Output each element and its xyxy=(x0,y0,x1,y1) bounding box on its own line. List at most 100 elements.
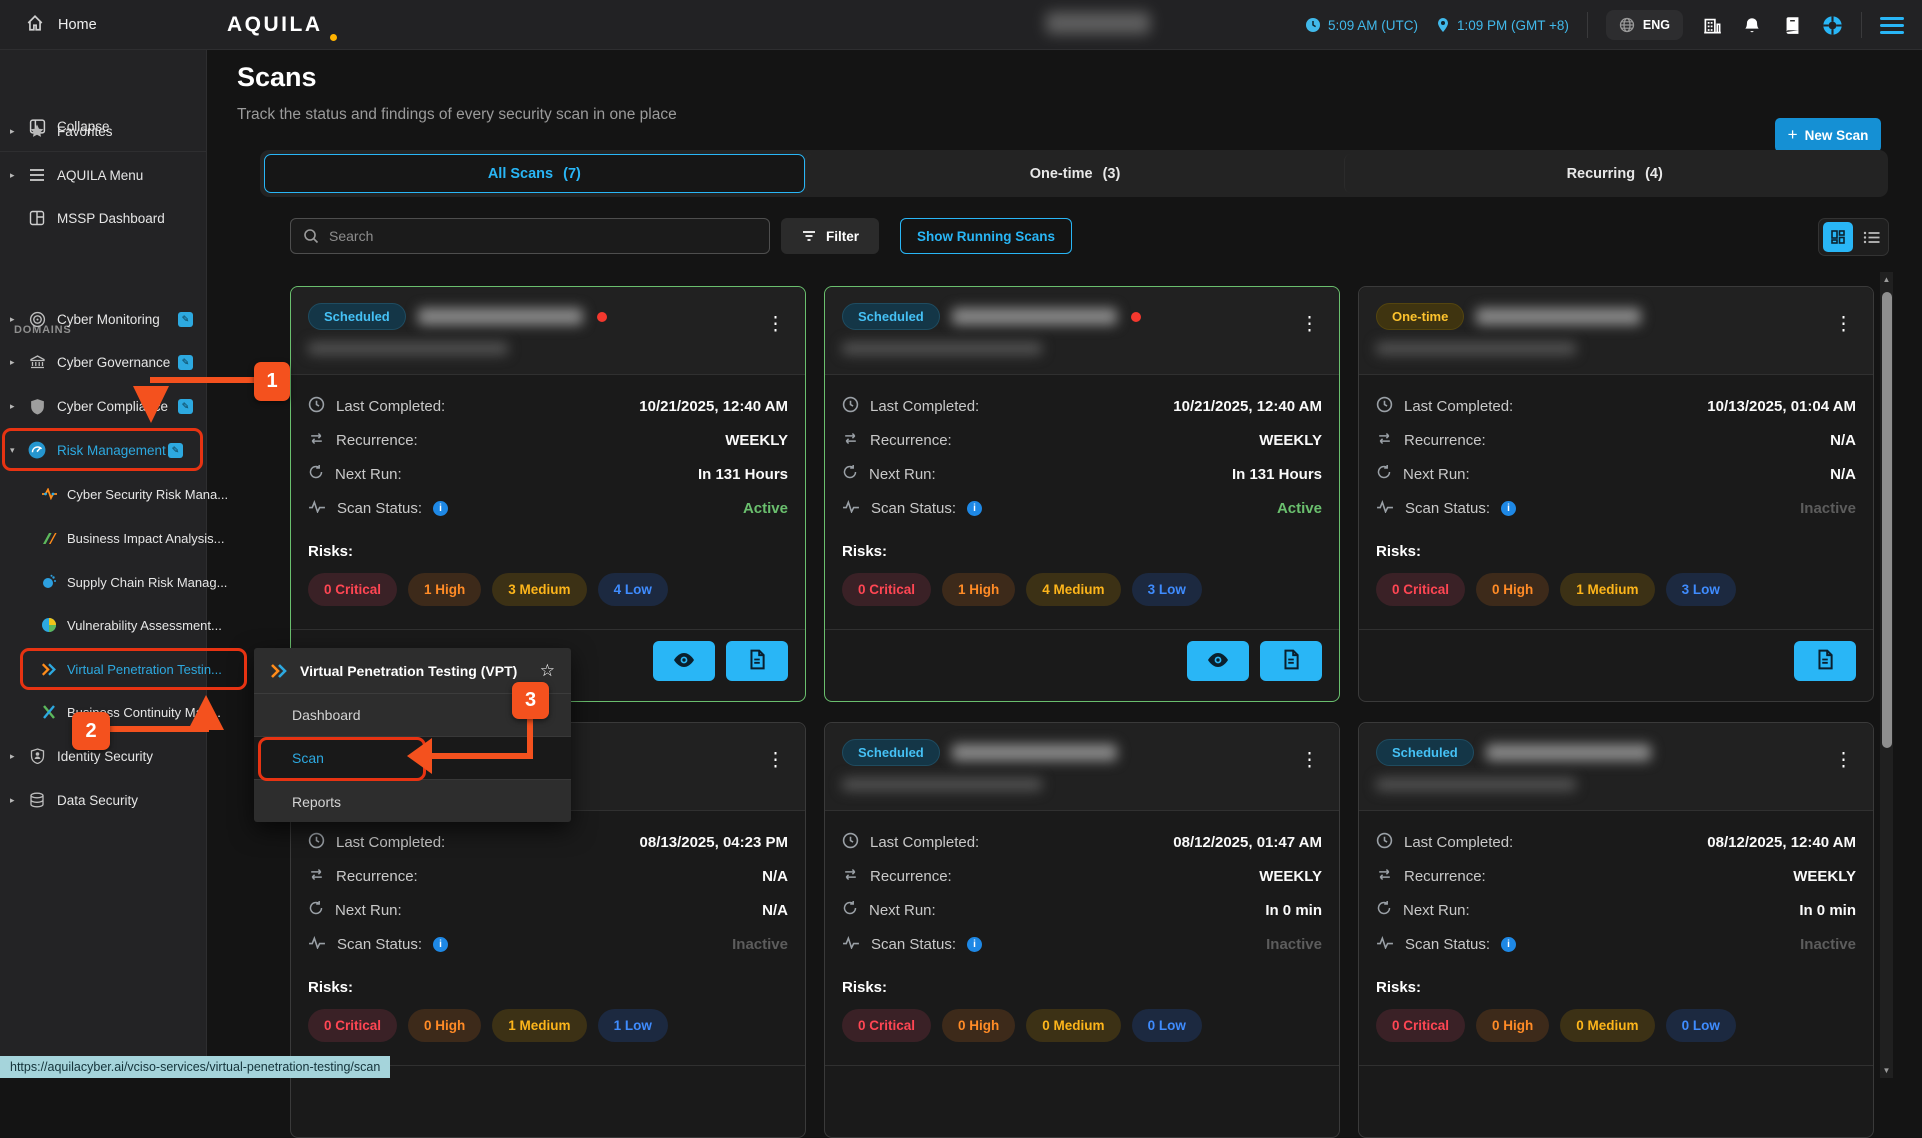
view-scan-button[interactable] xyxy=(1187,641,1249,681)
detail-label: Last Completed: xyxy=(1404,833,1514,851)
sidebar-item-home[interactable]: Home xyxy=(26,0,97,50)
card-header: Scheduled ⋮ xyxy=(1359,723,1873,811)
sidebar-item-favorites[interactable]: ▸ Favorites xyxy=(0,109,207,153)
tab-recurring[interactable]: Recurring (4) xyxy=(1344,154,1884,193)
info-icon[interactable]: i xyxy=(1501,936,1517,952)
detail-row-last_completed: Last Completed: 08/12/2025, 12:40 AM xyxy=(1376,825,1856,859)
risk-pills: 0 Critical 0 High 1 Medium 1 Low xyxy=(308,1009,668,1042)
detail-label: Next Run: xyxy=(335,901,402,919)
report-button[interactable] xyxy=(1794,641,1856,681)
list-view-button[interactable] xyxy=(1858,224,1884,250)
report-button[interactable] xyxy=(726,641,788,681)
star-icon xyxy=(28,122,46,140)
card-menu-icon[interactable]: ⋮ xyxy=(1834,750,1853,771)
risk-pill-medium: 1 Medium xyxy=(1560,573,1655,606)
schedule-badge: Scheduled xyxy=(1376,739,1474,766)
organization-button[interactable] xyxy=(1701,14,1723,36)
edit-pencil-icon[interactable]: ✎ xyxy=(178,354,193,370)
scan-card-5: Scheduled ⋮ Last Completed: 08/12/2025, 0… xyxy=(824,722,1340,1138)
detail-row-next_run: Next Run: N/A xyxy=(1376,457,1856,491)
view-scan-button[interactable] xyxy=(653,641,715,681)
menu-item-reports[interactable]: Reports xyxy=(292,793,342,810)
scrollbar-thumb[interactable] xyxy=(1881,292,1892,748)
chevron-down-icon: ▾ xyxy=(10,444,15,455)
sidebar-item-label: AQUILA Menu xyxy=(57,167,144,183)
filter-icon xyxy=(802,231,815,241)
card-menu-icon[interactable]: ⋮ xyxy=(766,314,785,335)
sidebar-item-cyber-monitoring[interactable]: ▸ Cyber Monitoring ✎ xyxy=(0,297,207,341)
sidebar-item-label: Business Impact Analysis... xyxy=(67,530,225,546)
edit-pencil-icon[interactable]: ✎ xyxy=(168,442,183,458)
filter-button[interactable]: Filter xyxy=(781,218,879,254)
sidebar-item-cyber-security-risk-mana[interactable]: Cyber Security Risk Mana... xyxy=(0,472,228,516)
show-running-scans-button[interactable]: Show Running Scans xyxy=(900,218,1073,254)
chevron-right-icon: ▸ xyxy=(10,356,15,367)
info-icon[interactable]: i xyxy=(967,500,983,516)
info-icon[interactable]: i xyxy=(1501,500,1517,516)
info-icon[interactable]: i xyxy=(433,500,449,516)
detail-label: Last Completed: xyxy=(336,397,446,415)
info-icon[interactable]: i xyxy=(433,936,449,952)
card-menu-icon[interactable]: ⋮ xyxy=(1300,750,1319,771)
scrollbar[interactable]: ▲ ▼ xyxy=(1880,272,1893,1078)
main-menu-icon[interactable] xyxy=(1880,16,1904,34)
detail-value: 08/12/2025, 12:40 AM xyxy=(1707,833,1856,851)
detail-row-recurrence: Recurrence: WEEKLY xyxy=(842,423,1322,457)
annotation-line-2 xyxy=(110,726,209,732)
edit-pencil-icon[interactable]: ✎ xyxy=(178,398,193,414)
search-input[interactable] xyxy=(329,228,757,244)
sidebar-item-cyber-compliance[interactable]: ▸ Cyber Compliance ✎ xyxy=(0,384,207,428)
redacted-org-name xyxy=(1046,12,1150,34)
context-menu-title: Virtual Penetration Testing (VPT) xyxy=(300,662,518,679)
clock-icon xyxy=(1305,18,1320,32)
language-selector[interactable]: ENG xyxy=(1605,10,1683,40)
menu-item-dashboard[interactable]: Dashboard xyxy=(254,694,571,737)
info-icon[interactable]: i xyxy=(967,936,983,952)
domains-section-label: DOMAINS xyxy=(14,324,72,336)
chevron-right-icon: ▸ xyxy=(10,125,15,136)
sidebar-item-mssp-dashboard[interactable]: MSSP Dashboard xyxy=(0,196,207,240)
notifications-button[interactable] xyxy=(1741,14,1763,36)
support-button[interactable] xyxy=(1821,14,1843,36)
book-icon xyxy=(1786,16,1798,34)
sidebar-item-business-impact-analysis[interactable]: Business Impact Analysis... xyxy=(0,516,225,560)
detail-label: Next Run: xyxy=(869,465,936,483)
scroll-down-icon[interactable]: ▼ xyxy=(1882,1066,1891,1075)
sidebar-item-vulnerability-assessment[interactable]: Vulnerability Assessment... xyxy=(0,603,222,647)
clock-row-icon xyxy=(308,396,325,417)
grid-view-button[interactable] xyxy=(1823,222,1853,252)
new-scan-button[interactable]: + New Scan xyxy=(1775,118,1881,152)
card-menu-icon[interactable]: ⋮ xyxy=(1834,314,1853,335)
tab-one-time[interactable]: One-time (3) xyxy=(804,154,1345,193)
documentation-button[interactable] xyxy=(1781,14,1803,36)
sidebar-item-cyber-governance[interactable]: ▸ Cyber Governance ✎ xyxy=(0,340,207,384)
collapse-button[interactable]: Collapse xyxy=(0,104,207,148)
edit-pencil-icon[interactable]: ✎ xyxy=(178,311,193,327)
sidebar-item-supply-chain-risk-manag[interactable]: Supply Chain Risk Manag... xyxy=(0,560,227,604)
detail-label: Next Run: xyxy=(335,465,402,483)
risks-label: Risks: xyxy=(1376,543,1422,560)
sidebar-item-identity-security[interactable]: ▸ Identity Security xyxy=(0,734,207,778)
detail-row-next_run: Next Run: In 0 min xyxy=(842,893,1322,927)
favorite-star-icon[interactable]: ☆ xyxy=(539,660,555,680)
annotation-step-3: 3 xyxy=(512,682,549,719)
sidebar-item-virtual-penetration-testin[interactable]: Virtual Penetration Testin... xyxy=(0,647,222,691)
sidebar-item-risk-management[interactable]: ▾ Risk Management ✎ xyxy=(0,428,207,472)
tab-all-scans[interactable]: All Scans (7) xyxy=(264,154,805,193)
repeat-icon xyxy=(308,867,325,886)
detail-label: Scan Status: xyxy=(337,499,423,517)
risk-pill-medium: 1 Medium xyxy=(492,1009,587,1042)
card-menu-icon[interactable]: ⋮ xyxy=(766,750,785,771)
redacted-scan-title xyxy=(417,308,583,326)
redacted-scan-subtitle xyxy=(842,342,1042,355)
report-button[interactable] xyxy=(1260,641,1322,681)
clock-row-icon xyxy=(842,832,859,853)
sidebar-item-aquila-menu[interactable]: ▸ AQUILA Menu xyxy=(0,153,207,197)
divider xyxy=(291,1065,805,1066)
detail-value: 10/21/2025, 12:40 AM xyxy=(639,397,788,415)
sidebar-item-data-security[interactable]: ▸ Data Security xyxy=(0,778,207,822)
scroll-up-icon[interactable]: ▲ xyxy=(1882,275,1891,284)
detail-label: Next Run: xyxy=(869,901,936,919)
card-menu-icon[interactable]: ⋮ xyxy=(1300,314,1319,335)
utc-time: 5:09 AM (UTC) xyxy=(1305,17,1418,33)
